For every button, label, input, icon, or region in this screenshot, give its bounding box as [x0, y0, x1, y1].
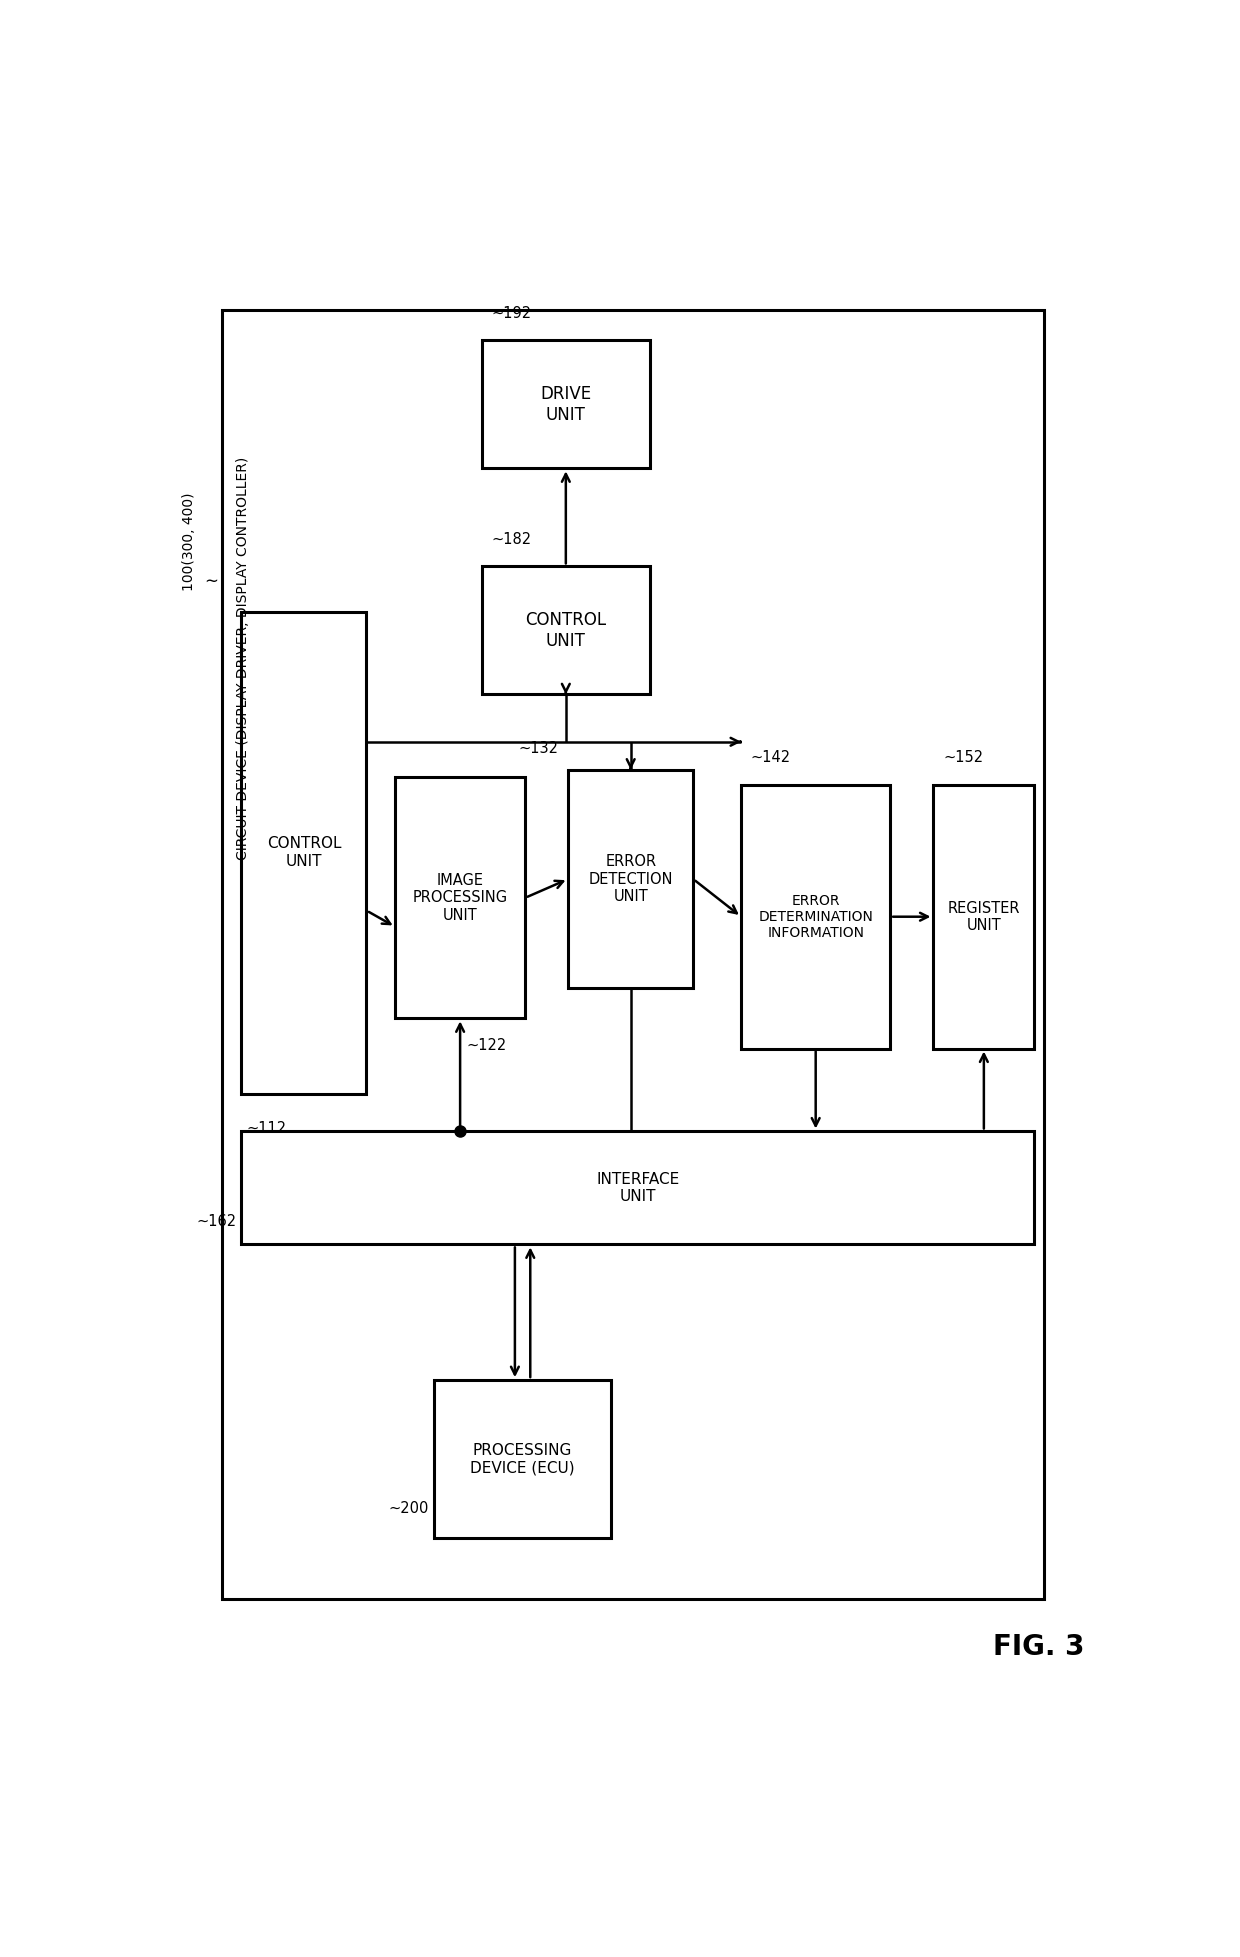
Text: REGISTER
UNIT: REGISTER UNIT [947, 900, 1021, 933]
Text: ERROR
DETERMINATION
INFORMATION: ERROR DETERMINATION INFORMATION [758, 894, 873, 939]
Text: CONTROL
UNIT: CONTROL UNIT [267, 836, 341, 869]
Text: ∼122: ∼122 [466, 1037, 507, 1053]
Text: ∼142: ∼142 [751, 750, 791, 765]
Text: FIG. 3: FIG. 3 [993, 1632, 1085, 1661]
Bar [742, 785, 890, 1049]
Bar [222, 309, 1044, 1599]
Bar [934, 785, 1034, 1049]
Text: INTERFACE
UNIT: INTERFACE UNIT [596, 1172, 680, 1204]
Bar [242, 1131, 1034, 1245]
Bar [242, 611, 367, 1094]
Text: ∼192: ∼192 [491, 305, 532, 321]
Text: ∼112: ∼112 [247, 1121, 286, 1135]
Text: ∼182: ∼182 [491, 532, 532, 546]
Bar [481, 566, 650, 695]
Text: ∼162: ∼162 [197, 1215, 237, 1229]
Bar [434, 1380, 611, 1538]
Text: ∼132: ∼132 [518, 742, 558, 755]
Text: ∼200: ∼200 [388, 1501, 429, 1515]
Text: CONTROL
UNIT: CONTROL UNIT [526, 611, 606, 650]
Text: CIRCUIT DEVICE (DISPLAY DRIVER, DISPLAY CONTROLLER): CIRCUIT DEVICE (DISPLAY DRIVER, DISPLAY … [237, 456, 250, 859]
Bar [568, 769, 693, 988]
Text: ERROR
DETECTION
UNIT: ERROR DETECTION UNIT [589, 853, 673, 904]
Text: 100(300, 400): 100(300, 400) [181, 493, 196, 591]
Text: ∼152: ∼152 [944, 750, 983, 765]
Text: IMAGE
PROCESSING
UNIT: IMAGE PROCESSING UNIT [413, 873, 507, 924]
Bar [396, 777, 525, 1018]
Bar [481, 341, 650, 468]
Text: PROCESSING
DEVICE (ECU): PROCESSING DEVICE (ECU) [470, 1442, 575, 1476]
Text: DRIVE
UNIT: DRIVE UNIT [541, 386, 591, 425]
Text: ∼: ∼ [203, 571, 218, 589]
